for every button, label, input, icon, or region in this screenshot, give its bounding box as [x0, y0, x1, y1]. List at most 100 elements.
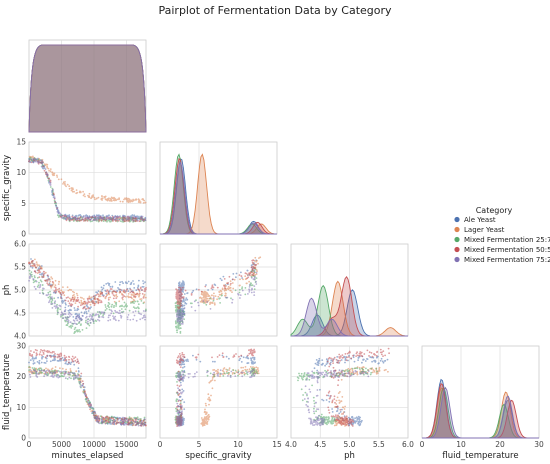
point — [111, 219, 114, 222]
point — [59, 213, 62, 216]
point — [65, 303, 67, 306]
point — [109, 296, 111, 299]
point — [68, 215, 71, 218]
point — [112, 422, 114, 425]
point — [181, 282, 184, 284]
point — [237, 371, 240, 374]
point — [354, 420, 357, 423]
point — [246, 274, 249, 276]
point — [235, 272, 238, 275]
point — [176, 402, 179, 405]
point — [197, 301, 200, 304]
point — [135, 307, 138, 309]
point — [240, 366, 243, 369]
point — [345, 415, 348, 418]
point — [119, 305, 121, 308]
point — [71, 355, 74, 358]
point — [178, 322, 181, 325]
point — [127, 218, 129, 221]
point — [223, 372, 226, 375]
point — [78, 320, 81, 323]
point — [119, 312, 121, 315]
point — [32, 360, 35, 362]
point — [129, 319, 132, 321]
point — [125, 418, 128, 421]
point — [112, 294, 115, 296]
point — [41, 160, 44, 162]
point — [84, 392, 86, 394]
point — [60, 354, 63, 357]
point — [46, 174, 49, 177]
point — [122, 215, 125, 218]
point — [109, 285, 112, 288]
point — [316, 369, 319, 372]
point — [176, 398, 179, 401]
point — [72, 218, 75, 221]
point — [247, 276, 250, 279]
point — [116, 290, 119, 292]
point — [46, 165, 48, 168]
point — [86, 396, 88, 399]
point — [217, 373, 220, 375]
point — [212, 360, 214, 363]
point — [181, 376, 184, 379]
point — [313, 405, 316, 408]
point — [339, 421, 341, 424]
point — [136, 416, 139, 419]
point — [342, 423, 345, 426]
point — [53, 297, 56, 300]
point — [333, 395, 336, 398]
point — [137, 288, 140, 290]
point — [251, 370, 253, 373]
point — [142, 202, 145, 204]
point — [127, 314, 130, 316]
point — [181, 317, 184, 320]
point — [355, 352, 358, 355]
point — [328, 356, 331, 359]
point — [111, 197, 114, 200]
point — [102, 287, 105, 289]
point — [73, 190, 75, 193]
point — [120, 315, 123, 318]
point — [342, 413, 344, 415]
point — [200, 292, 203, 295]
point — [35, 370, 38, 373]
point — [211, 286, 214, 288]
point — [85, 315, 88, 318]
point — [114, 281, 117, 283]
point — [115, 291, 118, 294]
point — [60, 215, 63, 217]
point — [177, 292, 180, 295]
point — [181, 413, 183, 415]
point — [311, 384, 313, 387]
point — [91, 315, 94, 318]
point — [230, 370, 233, 373]
point — [94, 198, 96, 201]
point — [35, 356, 37, 358]
point — [88, 324, 91, 327]
point — [221, 352, 224, 355]
point — [178, 375, 181, 378]
point — [335, 406, 338, 408]
point — [126, 288, 128, 291]
point — [235, 276, 237, 279]
point — [112, 315, 114, 317]
point — [138, 279, 140, 282]
scatter-specific_gravity-vs-minutes_elapsed-series-1 — [28, 155, 147, 204]
point — [380, 353, 383, 356]
point — [60, 178, 63, 181]
point — [220, 373, 223, 375]
point — [50, 276, 53, 278]
point — [374, 354, 376, 356]
point — [224, 296, 227, 299]
point — [109, 417, 111, 420]
point — [212, 297, 215, 299]
point — [107, 292, 110, 295]
point — [109, 220, 112, 223]
point — [144, 310, 147, 312]
point — [249, 372, 252, 375]
point — [337, 414, 339, 417]
point — [110, 306, 113, 308]
point — [36, 264, 39, 266]
point — [97, 299, 100, 302]
